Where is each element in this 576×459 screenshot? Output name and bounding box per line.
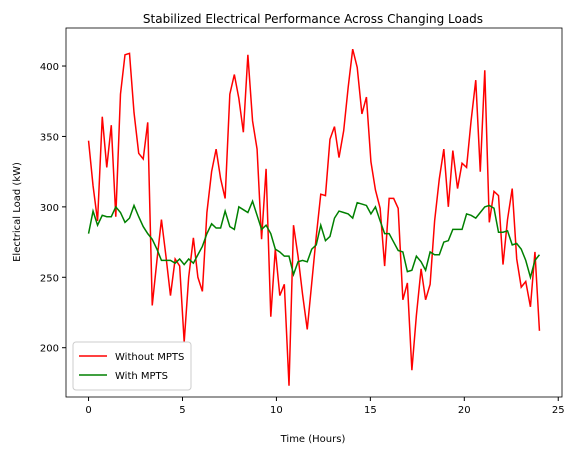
x-tick-label: 15	[364, 405, 377, 416]
legend-label: Without MPTS	[115, 352, 184, 363]
y-tick-label: 250	[40, 273, 59, 284]
data-line	[87, 199, 541, 281]
x-tick-label: 25	[552, 405, 565, 416]
x-tick-label: 5	[179, 405, 185, 416]
y-tick-label: 350	[40, 132, 59, 143]
data-line	[87, 48, 541, 386]
x-tick-label: 0	[85, 405, 91, 416]
x-axis-label: Time (Hours)	[280, 434, 346, 445]
axes-frame	[65, 27, 563, 398]
y-tick-label: 400	[40, 62, 59, 73]
chart-title: Stabilized Electrical Performance Across…	[143, 12, 483, 26]
legend-label: With MPTS	[115, 371, 168, 382]
x-tick-label: 10	[270, 405, 283, 416]
y-tick-label: 200	[40, 344, 59, 355]
legend-box	[72, 341, 192, 391]
y-axis-label: Electrical Load (kW)	[12, 162, 23, 262]
y-tick-label: 300	[40, 203, 59, 214]
x-tick-label: 20	[458, 405, 471, 416]
